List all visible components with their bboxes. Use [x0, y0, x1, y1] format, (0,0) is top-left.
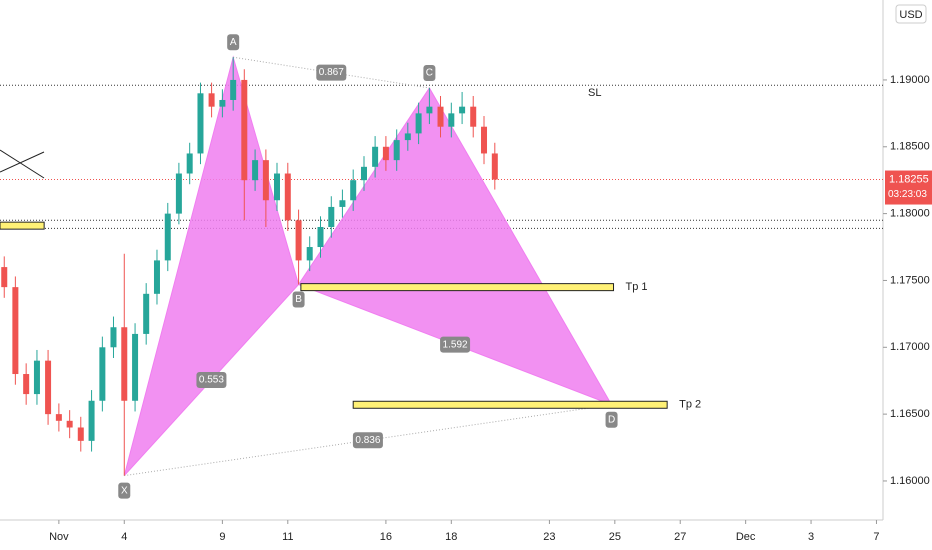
level-label: SL — [588, 87, 601, 99]
candle-body — [121, 327, 128, 401]
ratio-label: 1.592 — [443, 339, 468, 350]
candle-body — [23, 374, 30, 395]
candle-body — [110, 327, 117, 348]
currency: USD — [899, 9, 922, 21]
x-tick-label: Dec — [736, 531, 756, 543]
point-label: X — [121, 485, 128, 496]
x-tick-label: 7 — [873, 531, 879, 543]
candle-body — [360, 166, 367, 181]
candle-body — [328, 206, 335, 227]
zone-label: Tp 1 — [626, 281, 648, 293]
x-tick-label: 25 — [609, 531, 621, 543]
candle-body — [1, 267, 8, 288]
candle-body — [382, 146, 389, 161]
point-badge — [118, 482, 131, 499]
candle-body — [55, 414, 62, 421]
candle-body — [99, 347, 106, 401]
candle-body — [372, 146, 379, 167]
point-badge — [227, 34, 240, 51]
currency-box[interactable] — [895, 4, 927, 24]
ratio-badge — [440, 336, 471, 353]
x-tick-label: Nov — [49, 531, 69, 543]
x-tick-label: 9 — [219, 531, 225, 543]
candle-body — [208, 93, 215, 107]
x-tick-label: 11 — [282, 531, 293, 543]
point-label: A — [230, 37, 237, 48]
x-tick-label: 27 — [674, 531, 686, 543]
candle-body — [491, 153, 498, 180]
ratio-label: 0.553 — [199, 375, 224, 386]
zone-label: Tp 2 — [679, 399, 701, 411]
ratio-label: 0.836 — [355, 435, 380, 446]
candle-body — [197, 93, 204, 154]
candle-body — [306, 247, 313, 261]
candle-body — [252, 160, 259, 181]
point-label: B — [295, 294, 302, 305]
candle-body — [88, 400, 95, 441]
candle-body — [393, 140, 400, 161]
candle-body — [284, 173, 291, 221]
target-zone — [352, 400, 668, 409]
last-price-label: 1.18255 — [889, 173, 929, 185]
candle-body — [262, 160, 269, 201]
y-tick-label: 1.18500 — [890, 141, 930, 153]
candle-body — [143, 293, 150, 334]
candle-body — [448, 113, 455, 127]
y-tick-label: 1.16500 — [890, 408, 930, 420]
x-tick-label: 23 — [543, 531, 555, 543]
candle-body — [132, 333, 139, 401]
point-badge — [292, 291, 305, 308]
ratio-label: 0.867 — [319, 67, 344, 78]
x-tick-label: 16 — [380, 531, 392, 543]
candle-body — [437, 106, 444, 127]
candle-body — [274, 173, 281, 201]
target-zone — [300, 283, 615, 292]
x-tick-label: 18 — [445, 531, 457, 543]
candle-body — [12, 287, 19, 375]
y-tick-label: 1.18000 — [890, 208, 930, 220]
drawing-line — [0, 151, 45, 173]
candle-body — [175, 173, 182, 214]
candle-body — [230, 79, 237, 100]
candle-body — [295, 220, 302, 261]
candle-body — [219, 99, 226, 107]
y-tick-label: 1.16000 — [890, 475, 930, 487]
candle-body — [33, 360, 40, 395]
candle-body — [153, 260, 160, 294]
drawing-line — [0, 149, 45, 179]
point-badge — [605, 411, 618, 428]
candle-body — [481, 126, 488, 154]
candle-body — [426, 106, 433, 114]
ratio-badge — [352, 432, 383, 449]
candle-body — [186, 153, 193, 174]
candle-body — [415, 113, 422, 134]
x-tick-label: 3 — [808, 531, 814, 543]
point-badge — [423, 64, 436, 81]
x-tick-label: 4 — [121, 531, 127, 543]
y-tick-label: 1.17500 — [890, 274, 930, 286]
point-label: C — [426, 68, 433, 79]
ratio-badge — [196, 372, 227, 389]
candle-body — [77, 427, 84, 441]
candle-body — [241, 79, 248, 181]
candle-body — [350, 180, 357, 201]
target-zone — [0, 221, 45, 230]
countdown: 03:23:03 — [888, 189, 927, 200]
last-price-badge — [885, 170, 932, 205]
y-tick-label: 1.19000 — [890, 74, 930, 86]
y-tick-label: 1.17000 — [890, 341, 930, 353]
candle-body — [164, 213, 171, 261]
candle-body — [404, 133, 411, 141]
candle-body — [66, 420, 73, 428]
candle-body — [459, 106, 466, 114]
point-label: D — [608, 414, 615, 425]
ratio-badge — [316, 64, 347, 81]
candle-body — [45, 360, 52, 415]
candle-body — [339, 200, 346, 207]
candle-body — [470, 106, 477, 127]
candle-body — [317, 226, 324, 248]
